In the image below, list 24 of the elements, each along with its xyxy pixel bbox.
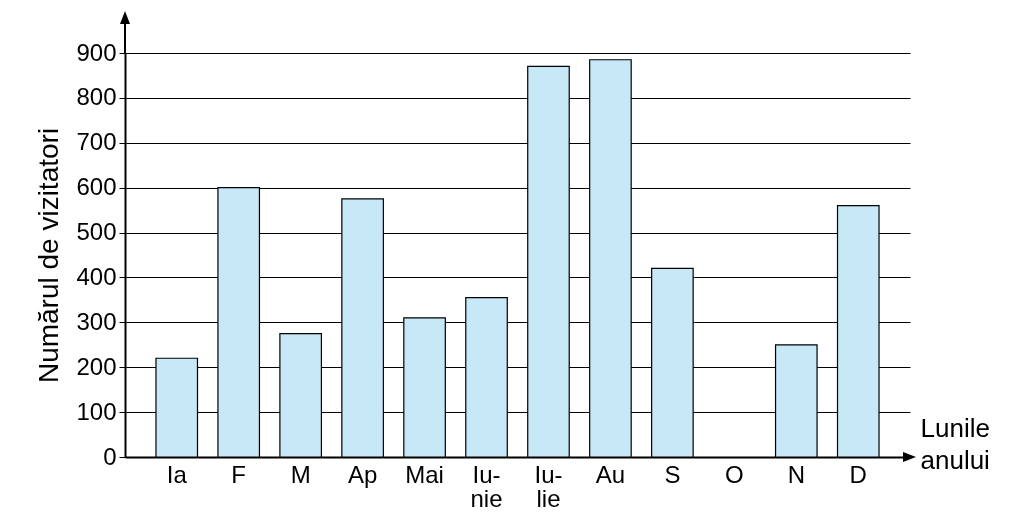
y-tick-label: 600 — [76, 173, 117, 201]
x-tick-label: Au — [595, 460, 626, 488]
y-tick-label: 100 — [76, 397, 117, 425]
x-tick-label: Mai — [405, 460, 444, 488]
y-tick-label: 300 — [76, 307, 117, 335]
y-tick-label: 200 — [76, 352, 117, 380]
x-tick-label: Iu- lie — [534, 460, 563, 512]
y-axis-title: Numărul de vizitatori — [33, 127, 65, 384]
y-tick-label: 700 — [76, 128, 117, 156]
x-tick-label: Iu- nie — [470, 460, 503, 512]
x-tick-label: Ap — [347, 460, 378, 488]
x-tick-label: N — [787, 460, 805, 488]
y-tick-label: 800 — [76, 83, 117, 111]
x-tick-label: S — [664, 460, 681, 488]
y-tick-label: 0 — [103, 442, 117, 470]
y-tick-label: 500 — [76, 218, 117, 246]
y-tick-label: 400 — [76, 262, 117, 290]
x-tick-label: F — [231, 460, 247, 488]
x-axis-title: Lunile anului — [920, 412, 990, 475]
y-tick-label: 900 — [76, 38, 117, 66]
x-tick-label: M — [290, 460, 311, 488]
x-tick-label: D — [849, 460, 867, 488]
x-tick-label: Ia — [166, 460, 188, 488]
x-tick-label: O — [725, 460, 744, 488]
